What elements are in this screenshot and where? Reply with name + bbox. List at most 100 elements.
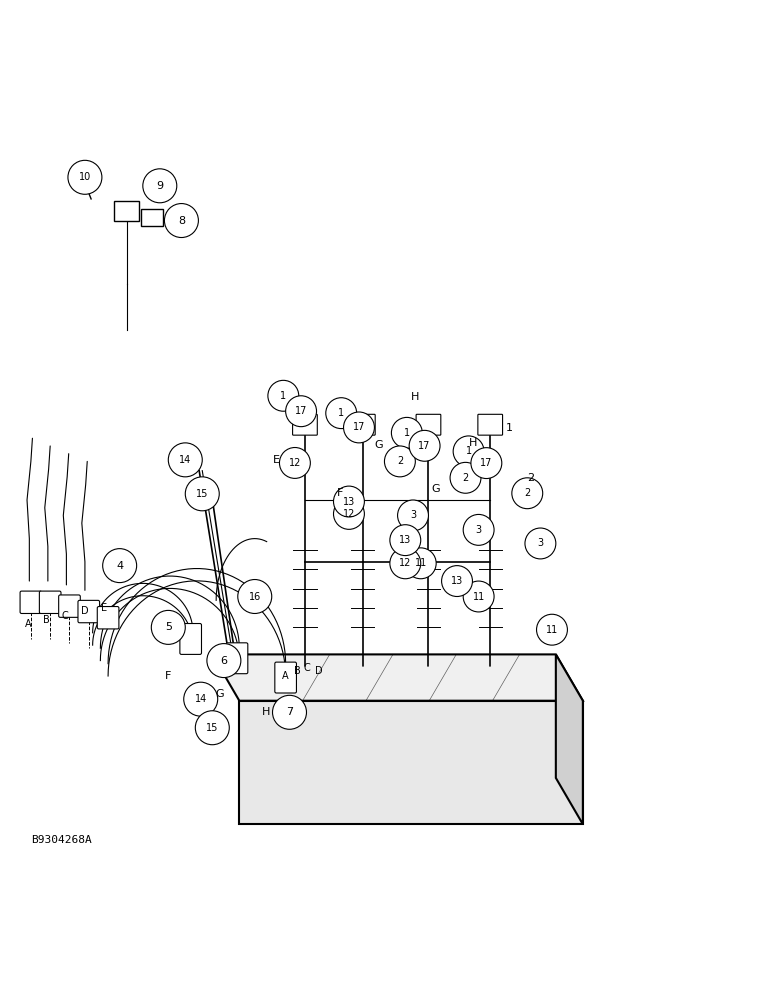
FancyBboxPatch shape <box>226 643 248 674</box>
Circle shape <box>471 448 502 479</box>
Circle shape <box>207 644 241 678</box>
Circle shape <box>103 549 137 583</box>
Circle shape <box>384 446 415 477</box>
Polygon shape <box>239 701 583 824</box>
Text: G: G <box>215 689 225 699</box>
Circle shape <box>405 548 436 579</box>
FancyBboxPatch shape <box>97 607 119 629</box>
Text: 3: 3 <box>410 510 416 520</box>
Text: 2: 2 <box>397 456 403 466</box>
Circle shape <box>184 682 218 716</box>
Circle shape <box>326 398 357 429</box>
FancyBboxPatch shape <box>416 414 441 435</box>
Circle shape <box>279 448 310 478</box>
Circle shape <box>463 581 494 612</box>
Text: 17: 17 <box>353 422 365 432</box>
Text: 11: 11 <box>546 625 558 635</box>
Text: 13: 13 <box>451 576 463 586</box>
Text: 5: 5 <box>164 622 172 632</box>
Text: C: C <box>304 663 310 673</box>
Text: 1: 1 <box>280 391 286 401</box>
Circle shape <box>273 695 306 729</box>
Circle shape <box>286 396 317 427</box>
FancyBboxPatch shape <box>141 209 163 226</box>
Circle shape <box>537 614 567 645</box>
FancyBboxPatch shape <box>180 624 201 654</box>
FancyBboxPatch shape <box>78 600 100 623</box>
Text: B9304268A: B9304268A <box>31 835 92 845</box>
FancyBboxPatch shape <box>293 414 317 435</box>
Circle shape <box>344 412 374 443</box>
Text: 1: 1 <box>466 446 472 456</box>
Text: E: E <box>101 603 107 613</box>
FancyBboxPatch shape <box>20 591 42 613</box>
Circle shape <box>334 486 364 517</box>
Text: 17: 17 <box>295 406 307 416</box>
Circle shape <box>525 528 556 559</box>
Circle shape <box>68 160 102 194</box>
Text: 1: 1 <box>404 428 410 438</box>
Circle shape <box>453 436 484 467</box>
Circle shape <box>390 525 421 556</box>
Circle shape <box>151 610 185 644</box>
Text: H: H <box>411 392 419 402</box>
Text: 1: 1 <box>338 408 344 418</box>
Text: D: D <box>81 606 89 616</box>
Circle shape <box>463 514 494 545</box>
Text: 14: 14 <box>195 694 207 704</box>
Text: F: F <box>165 671 171 681</box>
Text: 15: 15 <box>196 489 208 499</box>
Circle shape <box>143 169 177 203</box>
Text: G: G <box>374 440 383 450</box>
Text: 7: 7 <box>286 707 293 717</box>
Circle shape <box>268 380 299 411</box>
Polygon shape <box>556 654 583 824</box>
Text: 13: 13 <box>399 535 411 545</box>
Text: 2: 2 <box>462 473 469 483</box>
Text: 17: 17 <box>418 441 431 451</box>
FancyBboxPatch shape <box>114 201 139 221</box>
Circle shape <box>391 417 422 448</box>
Text: 12: 12 <box>343 509 355 519</box>
Circle shape <box>164 204 198 238</box>
Circle shape <box>238 580 272 613</box>
Circle shape <box>185 477 219 511</box>
Circle shape <box>334 498 364 529</box>
Text: 12: 12 <box>399 558 411 568</box>
Text: 2: 2 <box>524 488 530 498</box>
Circle shape <box>512 478 543 509</box>
Text: 10: 10 <box>79 172 91 182</box>
Circle shape <box>409 430 440 461</box>
Circle shape <box>442 566 472 596</box>
Text: F: F <box>337 488 343 498</box>
Circle shape <box>450 462 481 493</box>
Circle shape <box>195 711 229 745</box>
Text: 15: 15 <box>206 723 218 733</box>
FancyBboxPatch shape <box>39 591 61 613</box>
Text: C: C <box>62 611 68 621</box>
FancyBboxPatch shape <box>59 595 80 617</box>
Text: G: G <box>432 484 441 494</box>
Text: 17: 17 <box>480 458 493 468</box>
Text: B: B <box>294 666 300 676</box>
Text: 3: 3 <box>537 538 543 548</box>
Text: 9: 9 <box>156 181 164 191</box>
Circle shape <box>168 443 202 477</box>
Text: 12: 12 <box>289 458 301 468</box>
FancyBboxPatch shape <box>275 662 296 693</box>
Text: 4: 4 <box>116 561 124 571</box>
Text: 3: 3 <box>476 525 482 535</box>
Text: H: H <box>262 707 270 717</box>
Circle shape <box>398 500 428 531</box>
Text: A: A <box>25 619 31 629</box>
Text: 8: 8 <box>178 216 185 226</box>
Text: E: E <box>273 455 280 465</box>
Polygon shape <box>212 654 583 701</box>
Text: 2: 2 <box>527 473 535 483</box>
Text: B: B <box>43 615 49 625</box>
Text: 6: 6 <box>220 656 228 666</box>
FancyBboxPatch shape <box>350 414 375 435</box>
Text: 11: 11 <box>472 591 485 601</box>
Text: 14: 14 <box>179 455 191 465</box>
Text: 13: 13 <box>343 497 355 507</box>
